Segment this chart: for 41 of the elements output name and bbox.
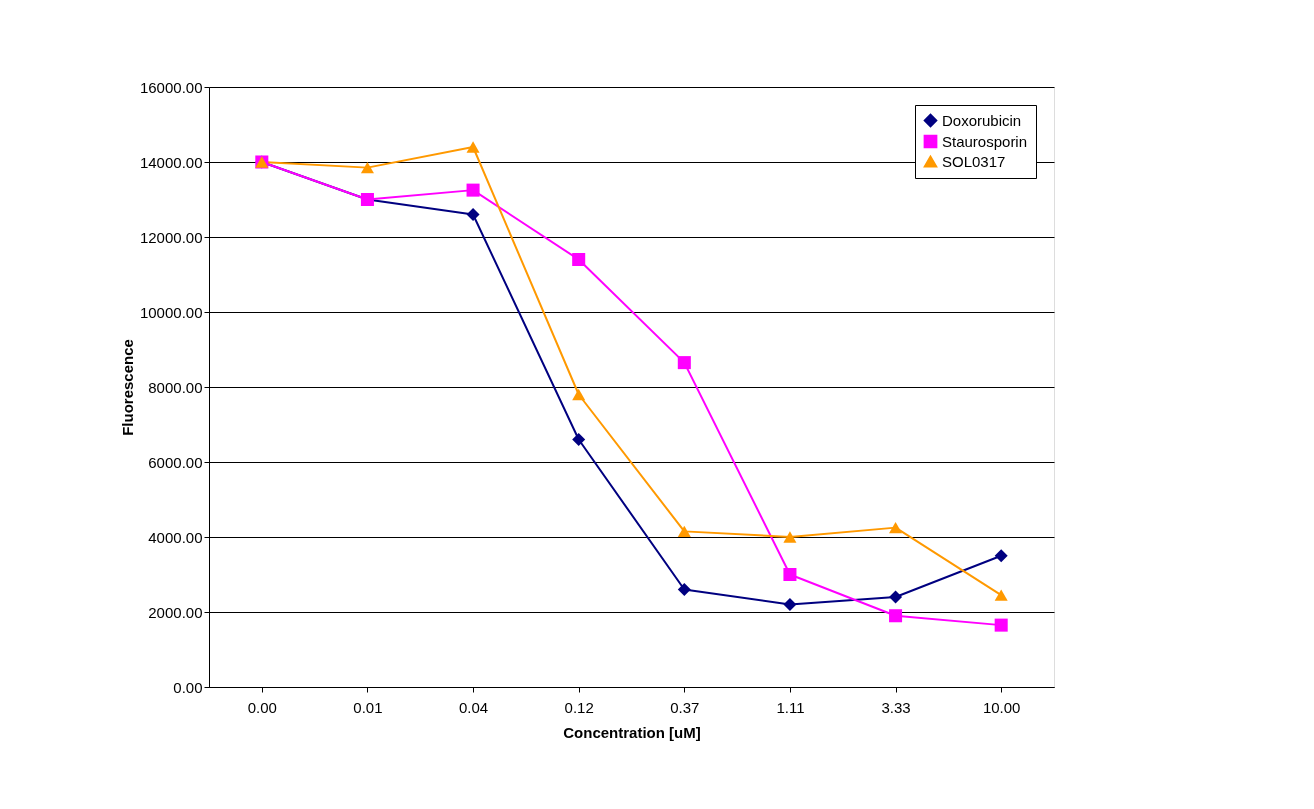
x-tick-label: 0.00 xyxy=(247,698,277,716)
point xyxy=(783,567,797,582)
point xyxy=(677,356,691,370)
point xyxy=(889,609,903,623)
y-tick-label: 14000.00 xyxy=(139,153,203,171)
point xyxy=(360,161,374,174)
x-tick-label: 0.04 xyxy=(458,698,489,716)
point xyxy=(677,582,691,597)
point xyxy=(994,589,1008,601)
y-axis-title: Fluorescence xyxy=(118,339,136,436)
point xyxy=(994,618,1008,632)
x-tick-label: 0.37 xyxy=(670,698,700,716)
point xyxy=(994,549,1008,563)
legend-label: SOL0317 xyxy=(942,152,1006,170)
y-tick-label: 2000.00 xyxy=(148,603,203,621)
point xyxy=(572,252,586,267)
legend-label: Staurosporin xyxy=(942,132,1028,150)
y-tick-label: 6000.00 xyxy=(148,453,203,471)
point xyxy=(889,521,903,534)
point xyxy=(572,432,586,447)
x-tick-label: 0.12 xyxy=(564,698,594,716)
x-tick-label: 0.01 xyxy=(353,698,383,716)
point xyxy=(572,388,586,401)
y-tick-label: 4000.00 xyxy=(148,528,203,546)
y-tick-label: 0.00 xyxy=(173,678,203,696)
y-tick-label: 12000.00 xyxy=(139,228,203,246)
point xyxy=(783,597,797,612)
point xyxy=(783,531,797,543)
legend-label: Doxorubicin xyxy=(942,111,1022,129)
y-tick-label: 10000.00 xyxy=(139,303,203,321)
x-tick-label: 1.11 xyxy=(776,698,805,716)
x-tick-label: 10.00 xyxy=(982,698,1021,716)
point xyxy=(466,183,480,197)
y-tick-label: 8000.00 xyxy=(148,378,203,396)
point xyxy=(466,207,480,222)
point xyxy=(889,590,903,604)
point xyxy=(466,141,480,153)
point xyxy=(677,525,691,538)
x-axis-title: Concentration [uM] xyxy=(563,723,701,741)
y-tick-label: 16000.00 xyxy=(139,78,203,96)
x-tick-label: 3.33 xyxy=(881,698,911,716)
